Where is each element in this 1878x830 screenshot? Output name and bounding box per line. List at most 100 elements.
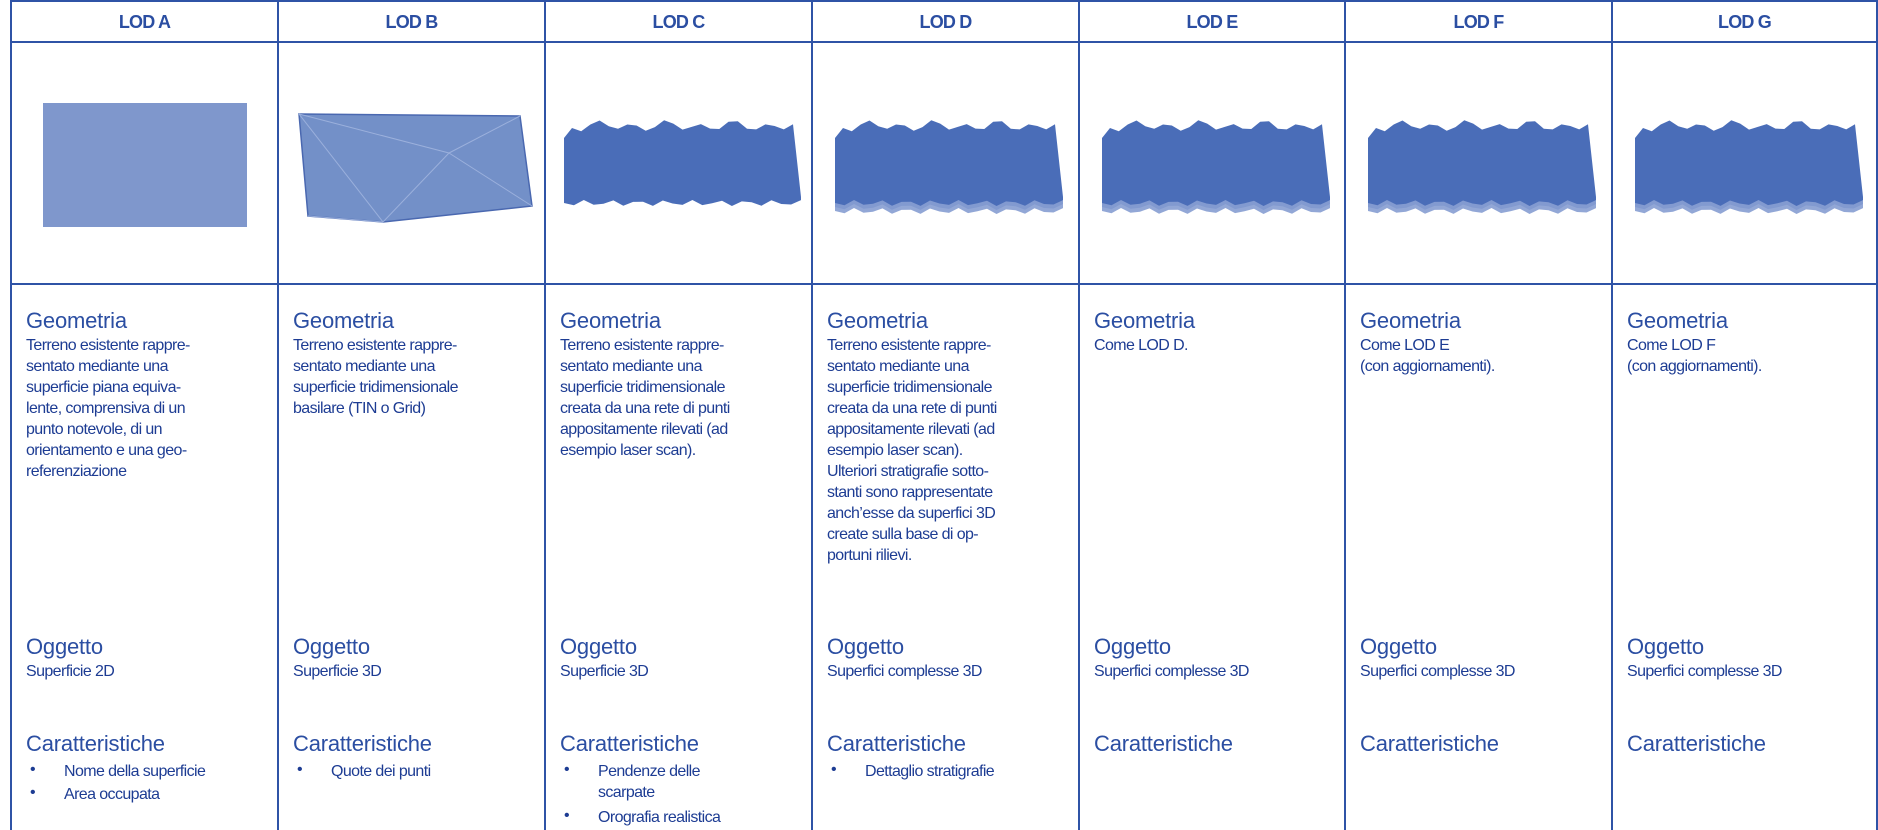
illustration-cell [279, 43, 544, 285]
tin-surface [298, 113, 533, 223]
terrain-layer [835, 120, 1063, 206]
bullet-dot: • [831, 761, 837, 778]
geometry-text: portuni rilievi. [827, 547, 912, 564]
geometry-text: Come LOD E [1360, 337, 1450, 354]
illustration-cell [12, 43, 277, 285]
feature-item: Nome della superficie [64, 763, 206, 780]
geometry-text: punto notevole, di un [26, 421, 163, 438]
section-title: Caratteristiche [1094, 731, 1233, 756]
geometry-text: referenziazione [26, 463, 127, 480]
object-text: Superficie 3D [293, 663, 382, 680]
section-title: Geometria [26, 308, 127, 333]
geometry-text: appositamente rilevati (ad [560, 421, 728, 438]
geometry-text: sentato mediante una [560, 358, 703, 375]
tin-edge [298, 113, 384, 223]
bullet-dot: • [297, 761, 303, 778]
geometry-text: esempio laser scan). [827, 442, 963, 459]
section-title: Geometria [827, 308, 928, 333]
geometry-text: superficie tridimensionale [827, 379, 993, 396]
illustration-cell [1080, 43, 1345, 285]
illustration [43, 103, 247, 227]
lod-column: LOD F Geometria Come LOD E (con aggiornamen… [1344, 0, 1611, 830]
geometry-text: sentato mediante una [827, 358, 970, 375]
section-title: Caratteristiche [26, 731, 165, 756]
section-title: Oggetto [827, 634, 904, 659]
geometry-text: Terreno esistente rappre- [560, 337, 724, 354]
section-title: Oggetto [293, 634, 370, 659]
geometry-text: creata da una rete di punti [560, 400, 730, 417]
section-title: Caratteristiche [293, 731, 432, 756]
bullet-dot: • [30, 761, 36, 778]
column-header: LOD E [1080, 0, 1344, 43]
geometry-text: (con aggiornamenti). [1360, 358, 1495, 375]
flat-surface [43, 103, 247, 227]
bullet-dot: • [564, 807, 570, 824]
object-text: Superficie 3D [560, 663, 649, 680]
feature-item: Pendenze delle [598, 763, 701, 780]
terrain-layer [1102, 120, 1330, 206]
object-text: Superfici complesse 3D [1094, 663, 1249, 680]
geometry-text: orientamento e una geo- [26, 442, 187, 459]
geometry-text: sentato mediante una [26, 358, 169, 375]
section-title: Caratteristiche [1627, 731, 1766, 756]
geometry-text: Come LOD F [1627, 337, 1716, 354]
illustration [1368, 120, 1596, 214]
section-title: Caratteristiche [560, 731, 699, 756]
illustration [1635, 120, 1863, 214]
object-text: Superfici complesse 3D [827, 663, 982, 680]
lod-column: LOD D Geometria Terreno esistente rappre-s… [811, 0, 1078, 830]
geometry-text: anch’esse da superfici 3D [827, 505, 996, 522]
geometry-text: lente, comprensiva di un [26, 400, 186, 417]
geometry-text: superficie tridimensionale [560, 379, 726, 396]
terrain-layer [564, 120, 801, 206]
feature-item: Area occupata [64, 786, 160, 803]
section-title: Geometria [1360, 308, 1461, 333]
illustration-cell [1346, 43, 1611, 285]
geometry-text: stanti sono rappresentate [827, 484, 993, 501]
column-header: LOD C [546, 0, 811, 43]
feature-item: Dettaglio stratigrafie [865, 763, 995, 780]
section-title: Geometria [293, 308, 394, 333]
geometry-text: Terreno esistente rappre- [293, 337, 457, 354]
tin-edge [448, 152, 533, 207]
section-title: Oggetto [1627, 634, 1704, 659]
column-header: LOD D [813, 0, 1078, 43]
lod-column: LOD A Geometria Terreno esistente rappre-s… [10, 0, 277, 830]
illustration-cell [1613, 43, 1878, 285]
geometry-text: Come LOD D. [1094, 337, 1188, 354]
section-title: Caratteristiche [827, 731, 966, 756]
geometry-text: basilare (TIN o Grid) [293, 400, 426, 417]
illustration [1102, 120, 1330, 214]
geometry-text: creata da una rete di punti [827, 400, 997, 417]
section-title: Oggetto [1360, 634, 1437, 659]
illustration [564, 120, 801, 206]
geometry-text: superficie tridimensionale [293, 379, 459, 396]
column-header: LOD A [12, 0, 277, 43]
section-title: Oggetto [1094, 634, 1171, 659]
column-header: LOD G [1613, 0, 1876, 43]
section-title: Oggetto [560, 634, 637, 659]
section-title: Geometria [560, 308, 661, 333]
geometry-text: sentato mediante una [293, 358, 436, 375]
terrain-layer [1635, 120, 1863, 206]
feature-item: Quote dei punti [331, 763, 431, 780]
column-header: LOD F [1346, 0, 1611, 43]
feature-item: scarpate [598, 784, 655, 801]
geometry-text: superficie piana equiva- [26, 379, 181, 396]
feature-item: Orografia realistica [598, 809, 721, 826]
bullet-dot: • [564, 761, 570, 778]
geometry-text: appositamente rilevati (ad [827, 421, 995, 438]
geometry-text: Terreno esistente rappre- [26, 337, 190, 354]
geometry-text: Ulteriori stratigrafie sotto- [827, 463, 989, 480]
column-header: LOD B [279, 0, 544, 43]
object-text: Superfici complesse 3D [1627, 663, 1782, 680]
tin-edge [307, 215, 384, 223]
illustration-cell [546, 43, 811, 285]
bullet-dot: • [30, 784, 36, 801]
lod-column: LOD C Geometria Terreno esistente rappre-s… [544, 0, 811, 830]
object-text: Superfici complesse 3D [1360, 663, 1515, 680]
illustration [298, 113, 533, 223]
geometry-text: create sulla base di op- [827, 526, 979, 543]
tin-edge [448, 115, 521, 154]
